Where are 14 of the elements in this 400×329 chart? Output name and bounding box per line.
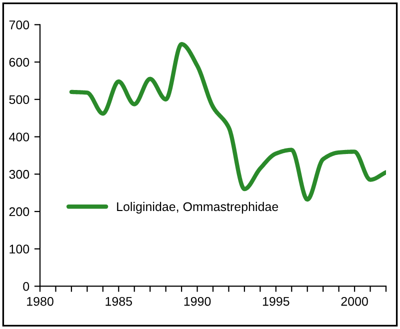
x-tick-label: 1980 — [27, 296, 54, 306]
x-tick-label: 2000 — [341, 296, 368, 306]
x-tick-label: 1990 — [184, 296, 211, 306]
x-tick-label: 1995 — [262, 296, 290, 306]
legend-label: Loliginidae, Ommastrephidae — [117, 202, 278, 214]
x-tick-label: 1985 — [106, 296, 132, 306]
y-tick-label: 600 — [9, 58, 30, 67]
y-tick-label: 700 — [9, 20, 30, 30]
y-tick-label: 0 — [23, 282, 30, 291]
y-tick-label: 500 — [9, 95, 30, 104]
y-tick-label: 100 — [10, 244, 30, 254]
y-tick-label: 400 — [9, 132, 30, 142]
y-tick-label: 300 — [9, 170, 30, 179]
y-tick-label: 200 — [9, 207, 30, 216]
